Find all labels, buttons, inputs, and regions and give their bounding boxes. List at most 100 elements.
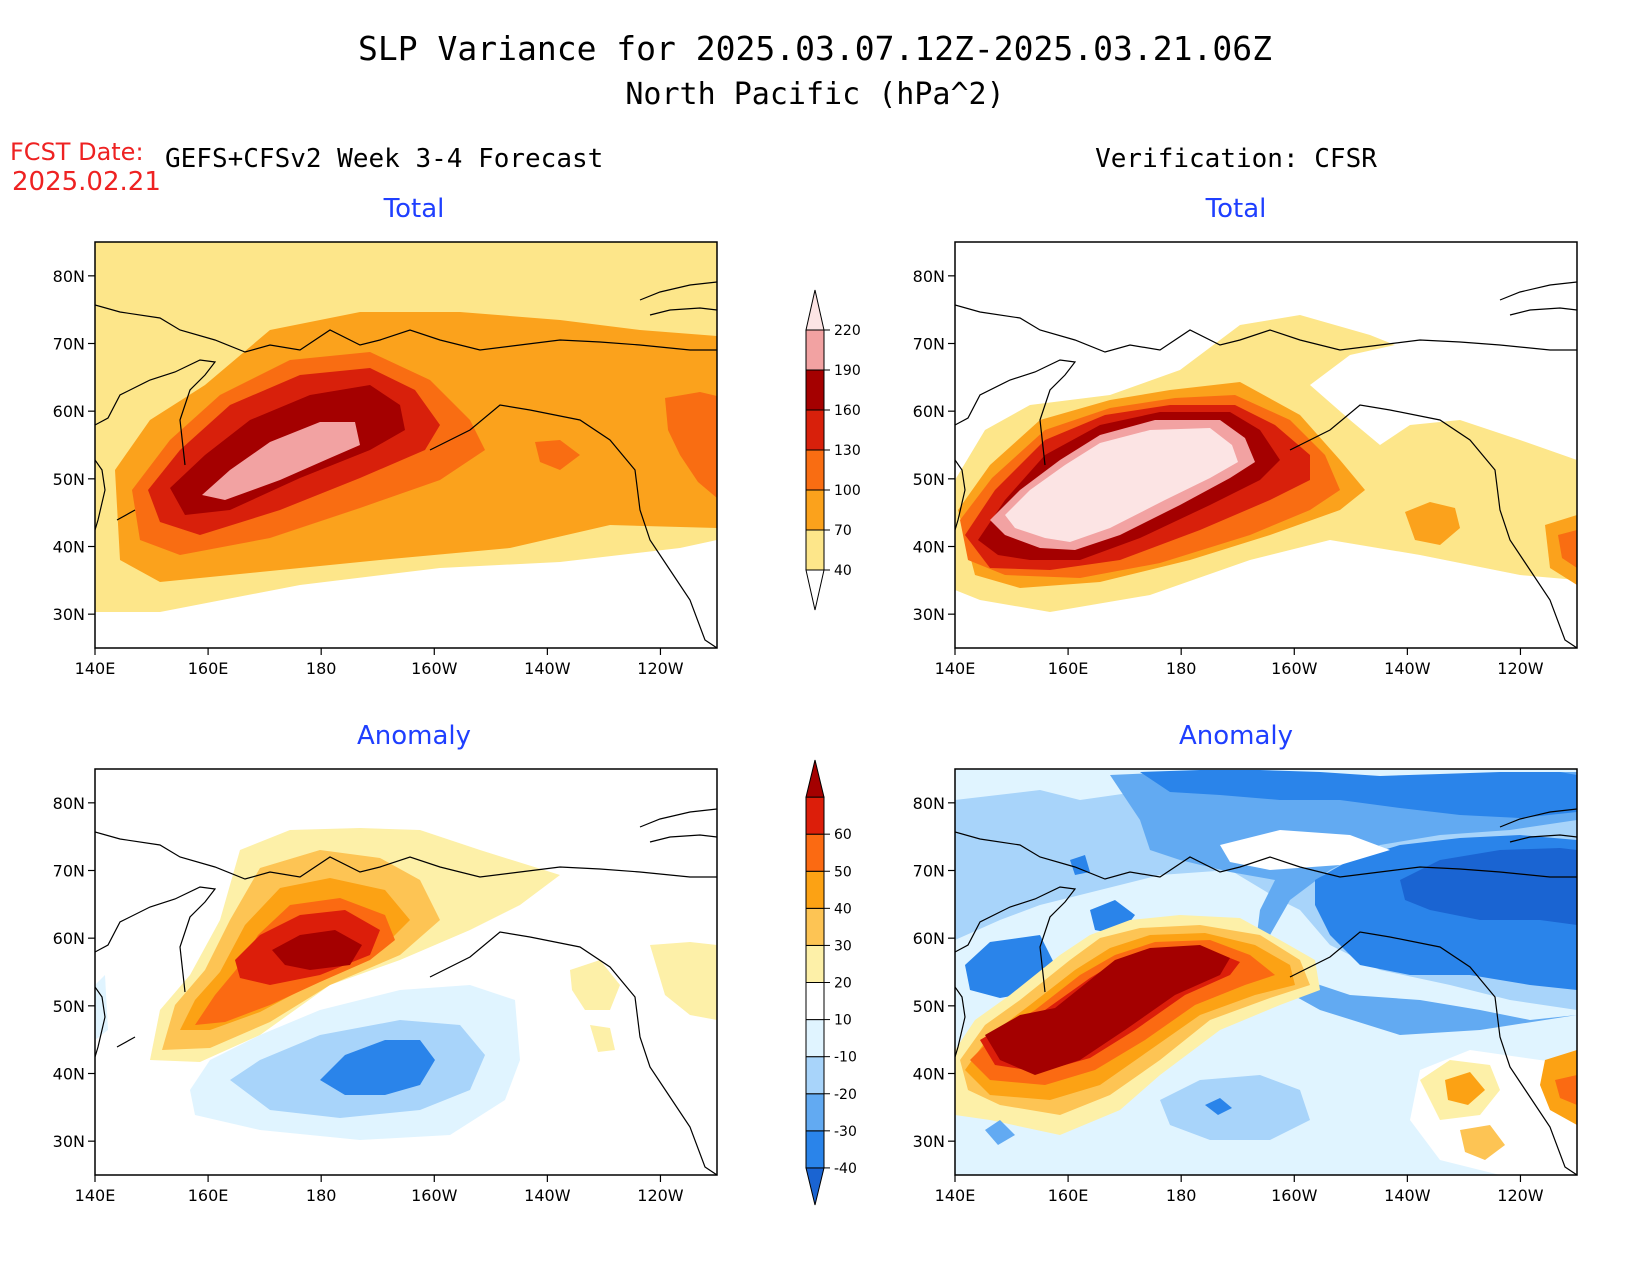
colorbar-label: 220: [834, 323, 861, 339]
lat-tick-label: 40N: [53, 1065, 85, 1084]
lon-tick-label: 120W: [637, 1186, 684, 1205]
fill-pos-far-east-core: [1555, 1075, 1577, 1105]
colorbar-label: -30: [834, 1124, 857, 1140]
fill-neg20-neg30-north: [1110, 772, 1577, 1035]
colorbar-label: 20: [834, 976, 852, 992]
fill-10-20-se: [590, 1025, 615, 1052]
right-column-title: Verification: CFSR: [1095, 144, 1377, 174]
fill-neg30-far-west: [985, 1120, 1015, 1145]
lon-tick-label: 180: [306, 1186, 337, 1205]
lon-tick-label: 140W: [524, 1186, 571, 1205]
colorbar-bin: [805, 982, 825, 1021]
fill-neg20-south: [1160, 1075, 1310, 1140]
fcst-date-label: FCST Date:: [10, 138, 144, 166]
lon-tick-label: 140E: [935, 659, 976, 678]
fill-neg30-small: [1070, 855, 1090, 875]
colorbar-label: -20: [834, 1087, 857, 1103]
panel-bl-subtitle: Anomaly: [357, 721, 471, 751]
panel-tr-map: [954, 241, 1578, 649]
panel-br-frame: [954, 768, 1578, 1176]
panel-tl-frame: [94, 241, 718, 649]
fill-10-20-east: [570, 960, 620, 1010]
colorbar-bin: [805, 759, 825, 798]
fill-70-100-east: [1405, 502, 1460, 545]
colorbar-label: 10: [834, 1013, 852, 1029]
colorbar-label: 100: [834, 483, 861, 499]
colorbar-label: 40: [834, 901, 852, 917]
lon-tick-label: 160E: [1048, 1186, 1089, 1205]
lon-tick-label: 160E: [1048, 659, 1089, 678]
lat-tick-label: 60N: [913, 402, 945, 421]
lon-tick-label: 160E: [188, 659, 229, 678]
panel-bl-map: [94, 768, 718, 1176]
colorbar-bin: [805, 796, 825, 835]
colorbar-label: 70: [834, 523, 852, 539]
fill-190-220: [202, 422, 360, 500]
colorbar-bin: [805, 449, 825, 491]
lat-tick-label: 60N: [53, 929, 85, 948]
lat-tick-label: 50N: [913, 470, 945, 489]
colorbar-label: 50: [834, 864, 852, 880]
panel-tr-subtitle: Total: [1205, 194, 1267, 224]
colorbar-label: 130: [834, 443, 861, 459]
lat-tick-label: 50N: [913, 997, 945, 1016]
panel-tl-subtitle: Total: [383, 194, 445, 224]
fill-pos-se-core: [1445, 1072, 1485, 1105]
colorbar-bin: [805, 870, 825, 909]
colorbar-label: 160: [834, 403, 861, 419]
lon-tick-label: 160W: [1271, 659, 1318, 678]
lon-tick-label: 120W: [1497, 659, 1544, 678]
coastline: [95, 808, 717, 1175]
lat-tick-label: 80N: [53, 794, 85, 813]
lat-tick-label: 30N: [913, 605, 945, 624]
coastline: [955, 281, 1577, 648]
lat-tick-label: 80N: [53, 267, 85, 286]
lon-tick-label: 140W: [1384, 659, 1431, 678]
colorbar-label: 60: [834, 827, 852, 843]
left-column-title: GEFS+CFSv2 Week 3-4 Forecast: [165, 144, 603, 174]
lon-tick-label: 140E: [935, 1186, 976, 1205]
colorbar-anomaly: -40 -30 -20 -10 10 20 30 40 50 60: [805, 759, 857, 1206]
lat-tick-label: 70N: [53, 335, 85, 354]
panel-tl-map: [94, 241, 718, 649]
colorbar-bin: [805, 944, 825, 984]
colorbar-bin: [805, 409, 825, 451]
coastline: [95, 281, 717, 648]
fill-100-130-far-east: [1558, 530, 1577, 568]
fill-neg30-neg40: [320, 1040, 435, 1095]
colorbar-label: 30: [834, 938, 852, 954]
colorbar-bin: [805, 529, 825, 571]
lon-tick-label: 180: [1166, 659, 1197, 678]
colorbar-label: -40: [834, 1161, 857, 1177]
lon-tick-label: 180: [1166, 1186, 1197, 1205]
lat-tick-label: 30N: [53, 1132, 85, 1151]
colorbar-bin: [805, 1167, 825, 1206]
lat-tick-label: 30N: [53, 605, 85, 624]
colorbar-bin: [805, 489, 825, 531]
colorbar-bin: [805, 289, 825, 331]
main-subtitle: North Pacific (hPa^2): [625, 77, 1004, 112]
panel-br-subtitle: Anomaly: [1179, 721, 1293, 751]
fill-220-plus: [1005, 428, 1238, 542]
lat-tick-label: 60N: [913, 929, 945, 948]
colorbar-bin: [805, 369, 825, 411]
colorbar-bin: [805, 1056, 825, 1095]
lat-tick-label: 50N: [53, 470, 85, 489]
colorbar-label: 40: [834, 563, 852, 579]
fill-pos-se2: [1460, 1125, 1505, 1160]
lat-tick-label: 30N: [913, 1132, 945, 1151]
colorbar-bin: [805, 907, 825, 946]
lon-tick-label: 140W: [524, 659, 571, 678]
lon-tick-label: 120W: [1497, 1186, 1544, 1205]
lon-tick-label: 120W: [637, 659, 684, 678]
colorbar-bin: [805, 1093, 825, 1132]
lat-tick-label: 50N: [53, 997, 85, 1016]
colorbar-label: 190: [834, 363, 861, 379]
axes-layer: 140E 160E 180 160W 140W 120W 30N 40N 50N 60N 70N 80…: [53, 267, 1544, 1205]
lon-tick-label: 160W: [1271, 1186, 1318, 1205]
fill-neg40-east-core: [1400, 848, 1577, 925]
coastline: [955, 808, 1577, 1175]
panel-br-map: [954, 768, 1578, 1176]
fill-100-130-gulf: [535, 440, 580, 470]
colorbar-bin: [805, 329, 825, 371]
